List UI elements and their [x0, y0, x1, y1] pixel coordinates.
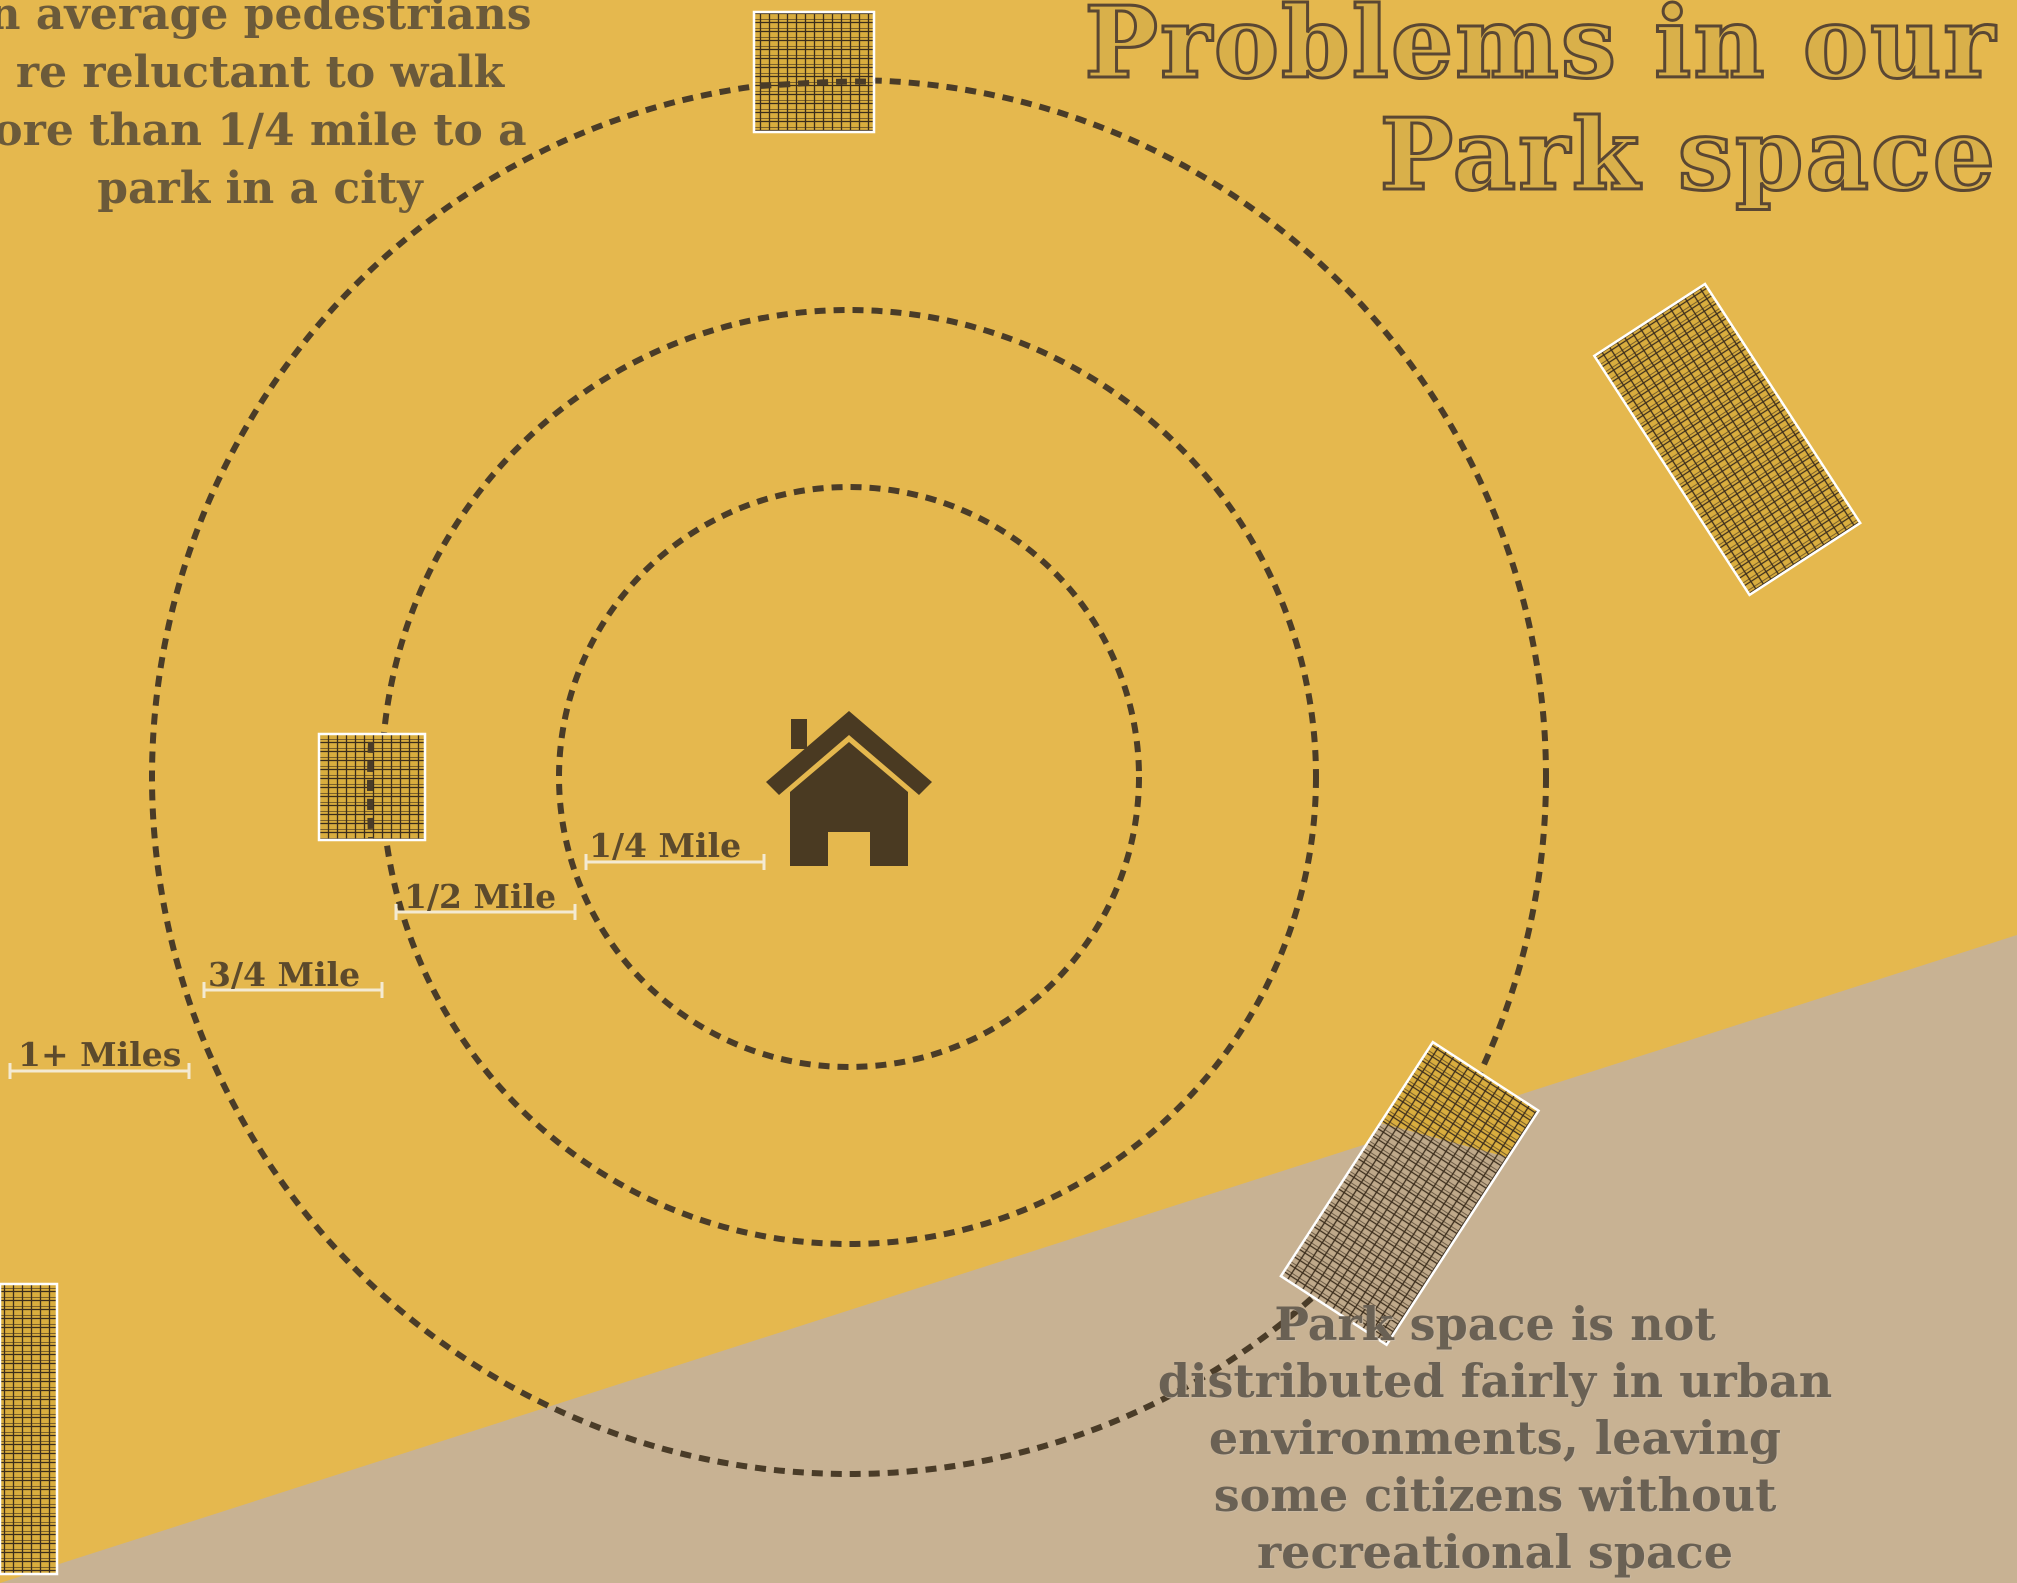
- note-line-3: environments, leaving: [1208, 1411, 1782, 1465]
- intro-line-2: re reluctant to walk: [15, 47, 505, 98]
- note-line-2: distributed fairly in urban: [1157, 1354, 1833, 1408]
- page-title: Problems in our Park space: [1083, 0, 1997, 213]
- ring-label-3-quarter-mile: 3/4 Mile: [208, 955, 361, 994]
- scale-bar-quarter-mile: [584, 854, 766, 870]
- house-icon: [766, 711, 932, 866]
- distribution-note: Park space is not distributed fairly in …: [995, 1296, 1995, 1581]
- title-line-2: Park space: [1378, 98, 1997, 213]
- scale-bar-half-mile: [394, 904, 577, 920]
- park-block-bottom-left: [0, 1282, 59, 1576]
- ring-label-1-plus-miles: 1+ Miles: [18, 1035, 182, 1074]
- intro-text: n average pedestrians re reluctant to wa…: [0, 0, 540, 218]
- scale-bar-3-quarter-mile: [202, 982, 384, 998]
- intro-line-4: park in a city: [97, 163, 423, 214]
- note-line-1: Park space is not: [1274, 1297, 1716, 1351]
- park-block-bottom-right: [1279, 1040, 1541, 1347]
- ring-label-quarter-mile: 1/4 Mile: [589, 826, 742, 865]
- park-blocks: [0, 10, 1862, 1576]
- note-line-5: recreational space: [1256, 1525, 1734, 1579]
- park-block-right: [1592, 282, 1862, 597]
- note-line-4: some citizens without: [1213, 1468, 1777, 1522]
- park-block-top: [752, 10, 876, 134]
- ring-3-quarter-mile: [149, 77, 1549, 1477]
- title-line-1: Problems in our: [1083, 0, 1997, 101]
- ring-quarter-mile: [556, 484, 1142, 1070]
- scale-bar-1-plus-miles: [8, 1063, 191, 1079]
- scale-bars: [8, 854, 766, 1079]
- ring-label-half-mile: 1/2 Mile: [404, 877, 557, 916]
- intro-line-3: ore than 1/4 mile to a: [0, 105, 527, 156]
- intro-line-1: n average pedestrians: [0, 0, 532, 40]
